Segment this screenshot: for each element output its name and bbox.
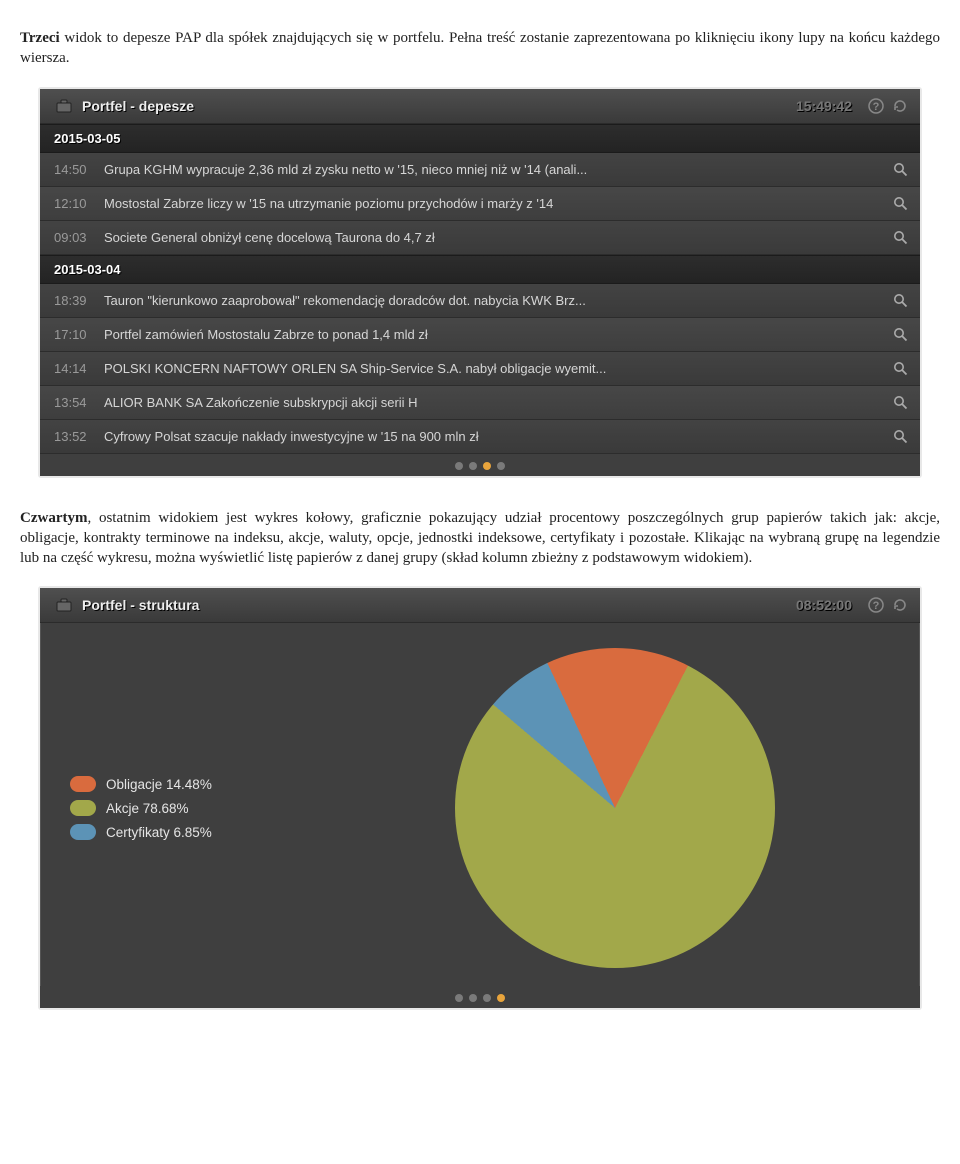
- news-headline: Portfel zamówień Mostostalu Zabrze to po…: [104, 327, 890, 342]
- news-headline: Mostostal Zabrze liczy w '15 na utrzyman…: [104, 196, 890, 211]
- pager-dots: [40, 986, 920, 1008]
- panel-title-text: Portfel - struktura: [82, 597, 199, 613]
- briefcase-icon: [54, 96, 74, 116]
- news-row: 14:14POLSKI KONCERN NAFTOWY ORLEN SA Shi…: [40, 352, 920, 386]
- news-row: 09:03Societe General obniżył cenę docelo…: [40, 221, 920, 255]
- pager-dot[interactable]: [497, 994, 505, 1002]
- magnifier-icon[interactable]: [890, 429, 910, 444]
- legend-label: Obligacje 14.48%: [106, 777, 212, 792]
- refresh-icon[interactable]: [890, 96, 910, 116]
- news-headline: ALIOR BANK SA Zakończenie subskrypcji ak…: [104, 395, 890, 410]
- news-time: 14:14: [54, 361, 104, 376]
- legend-label: Certyfikaty 6.85%: [106, 825, 212, 840]
- magnifier-icon[interactable]: [890, 293, 910, 308]
- news-headline: Cyfrowy Polsat szacuje nakłady inwestycy…: [104, 429, 890, 444]
- news-time: 12:10: [54, 196, 104, 211]
- legend-item[interactable]: Obligacje 14.48%: [70, 772, 330, 796]
- pager-dot[interactable]: [455, 462, 463, 470]
- news-row: 17:10Portfel zamówień Mostostalu Zabrze …: [40, 318, 920, 352]
- news-list: 2015-03-0514:50Grupa KGHM wypracuje 2,36…: [40, 124, 920, 454]
- intro-paragraph-3: Trzeci widok to depesze PAP dla spółek z…: [20, 28, 940, 69]
- magnifier-icon[interactable]: [890, 395, 910, 410]
- portfolio-structure-panel: Portfel - struktura 08:52:00 ? Obligacje…: [38, 586, 922, 1010]
- news-row: 12:10Mostostal Zabrze liczy w '15 na utr…: [40, 187, 920, 221]
- para2-rest: , ostatnim widokiem jest wykres kołowy, …: [20, 510, 940, 567]
- pager-dot[interactable]: [455, 994, 463, 1002]
- news-row: 13:52Cyfrowy Polsat szacuje nakłady inwe…: [40, 420, 920, 454]
- pie-chart[interactable]: [455, 648, 775, 968]
- news-row: 14:50Grupa KGHM wypracuje 2,36 mld zł zy…: [40, 153, 920, 187]
- pager-dots: [40, 454, 920, 476]
- news-headline: Tauron "kierunkowo zaaprobował" rekomend…: [104, 293, 890, 308]
- news-time: 14:50: [54, 162, 104, 177]
- magnifier-icon[interactable]: [890, 162, 910, 177]
- panel-header: Portfel - struktura 08:52:00 ?: [40, 588, 920, 623]
- pie-legend: Obligacje 14.48% Akcje 78.68% Certyfikaty …: [70, 772, 330, 844]
- pager-dot[interactable]: [469, 462, 477, 470]
- pie-body: Obligacje 14.48% Akcje 78.68% Certyfikaty …: [40, 623, 920, 986]
- news-time: 18:39: [54, 293, 104, 308]
- news-row: 13:54ALIOR BANK SA Zakończenie subskrypc…: [40, 386, 920, 420]
- panel-title: Portfel - depesze: [50, 96, 796, 116]
- pie-wrap: [330, 648, 900, 968]
- news-time: 09:03: [54, 230, 104, 245]
- news-time: 13:54: [54, 395, 104, 410]
- svg-text:?: ?: [873, 101, 880, 113]
- news-time: 17:10: [54, 327, 104, 342]
- briefcase-icon: [54, 595, 74, 615]
- pager-dot[interactable]: [469, 994, 477, 1002]
- help-icon[interactable]: ?: [866, 96, 886, 116]
- help-icon[interactable]: ?: [866, 595, 886, 615]
- legend-label: Akcje 78.68%: [106, 801, 189, 816]
- panel-title: Portfel - struktura: [50, 595, 796, 615]
- pager-dot[interactable]: [483, 462, 491, 470]
- pager-dot[interactable]: [483, 994, 491, 1002]
- panel-title-text: Portfel - depesze: [82, 98, 194, 114]
- news-row: 18:39Tauron "kierunkowo zaaprobował" rek…: [40, 284, 920, 318]
- news-time: 13:52: [54, 429, 104, 444]
- magnifier-icon[interactable]: [890, 196, 910, 211]
- legend-item[interactable]: Certyfikaty 6.85%: [70, 820, 330, 844]
- news-date-header: 2015-03-04: [40, 255, 920, 284]
- legend-item[interactable]: Akcje 78.68%: [70, 796, 330, 820]
- news-date-header: 2015-03-05: [40, 124, 920, 153]
- para1-bold: Trzeci: [20, 30, 60, 46]
- pager-dot[interactable]: [497, 462, 505, 470]
- news-headline: Societe General obniżył cenę docelową Ta…: [104, 230, 890, 245]
- para1-rest: widok to depesze PAP dla spółek znajdują…: [20, 30, 940, 66]
- legend-swatch: [70, 800, 96, 816]
- portfolio-news-panel: Portfel - depesze 15:49:42 ? 2015-03-051…: [38, 87, 922, 478]
- svg-text:?: ?: [873, 600, 880, 612]
- panel-header: Portfel - depesze 15:49:42 ?: [40, 89, 920, 124]
- magnifier-icon[interactable]: [890, 327, 910, 342]
- magnifier-icon[interactable]: [890, 361, 910, 376]
- panel-clock: 15:49:42: [796, 98, 852, 114]
- news-headline: POLSKI KONCERN NAFTOWY ORLEN SA Ship-Ser…: [104, 361, 890, 376]
- legend-swatch: [70, 824, 96, 840]
- para2-bold: Czwartym: [20, 510, 87, 526]
- legend-swatch: [70, 776, 96, 792]
- magnifier-icon[interactable]: [890, 230, 910, 245]
- refresh-icon[interactable]: [890, 595, 910, 615]
- panel-clock: 08:52:00: [796, 597, 852, 613]
- intro-paragraph-4: Czwartym, ostatnim widokiem jest wykres …: [20, 508, 940, 569]
- news-headline: Grupa KGHM wypracuje 2,36 mld zł zysku n…: [104, 162, 890, 177]
